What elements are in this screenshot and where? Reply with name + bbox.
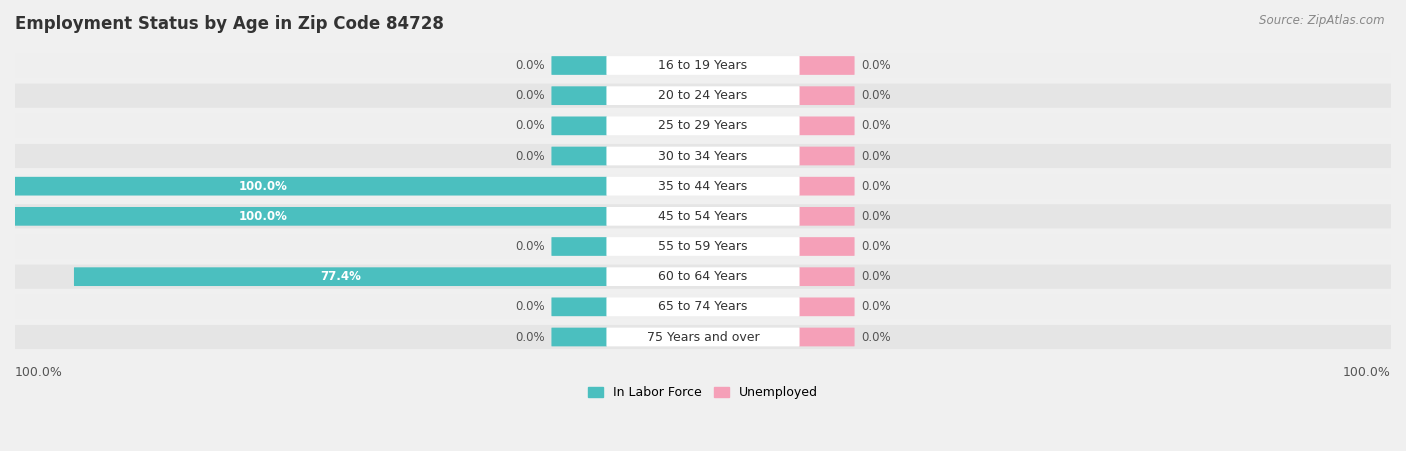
- FancyBboxPatch shape: [15, 295, 1391, 319]
- Text: 100.0%: 100.0%: [15, 366, 63, 379]
- Text: 0.0%: 0.0%: [515, 59, 544, 72]
- FancyBboxPatch shape: [75, 267, 607, 286]
- FancyBboxPatch shape: [15, 235, 1391, 258]
- Text: 30 to 34 Years: 30 to 34 Years: [658, 150, 748, 162]
- FancyBboxPatch shape: [551, 86, 607, 105]
- FancyBboxPatch shape: [15, 265, 1391, 289]
- Text: 0.0%: 0.0%: [515, 300, 544, 313]
- Text: 0.0%: 0.0%: [862, 300, 891, 313]
- Text: 0.0%: 0.0%: [862, 179, 891, 193]
- FancyBboxPatch shape: [606, 298, 800, 316]
- Text: 100.0%: 100.0%: [238, 210, 287, 223]
- Text: 100.0%: 100.0%: [1343, 366, 1391, 379]
- FancyBboxPatch shape: [551, 56, 607, 75]
- Text: 0.0%: 0.0%: [862, 210, 891, 223]
- Text: 0.0%: 0.0%: [862, 270, 891, 283]
- FancyBboxPatch shape: [606, 327, 800, 346]
- Text: 0.0%: 0.0%: [515, 150, 544, 162]
- FancyBboxPatch shape: [606, 116, 800, 135]
- FancyBboxPatch shape: [551, 298, 607, 316]
- FancyBboxPatch shape: [0, 177, 607, 196]
- FancyBboxPatch shape: [606, 86, 800, 105]
- Text: 45 to 54 Years: 45 to 54 Years: [658, 210, 748, 223]
- FancyBboxPatch shape: [606, 56, 800, 75]
- FancyBboxPatch shape: [551, 327, 607, 346]
- FancyBboxPatch shape: [606, 147, 800, 166]
- FancyBboxPatch shape: [799, 267, 855, 286]
- Text: 35 to 44 Years: 35 to 44 Years: [658, 179, 748, 193]
- Text: Employment Status by Age in Zip Code 84728: Employment Status by Age in Zip Code 847…: [15, 15, 444, 33]
- Text: 0.0%: 0.0%: [862, 240, 891, 253]
- FancyBboxPatch shape: [799, 116, 855, 135]
- Text: Source: ZipAtlas.com: Source: ZipAtlas.com: [1260, 14, 1385, 27]
- FancyBboxPatch shape: [799, 177, 855, 196]
- FancyBboxPatch shape: [15, 144, 1391, 168]
- FancyBboxPatch shape: [15, 114, 1391, 138]
- Text: 65 to 74 Years: 65 to 74 Years: [658, 300, 748, 313]
- FancyBboxPatch shape: [15, 54, 1391, 78]
- Text: 75 Years and over: 75 Years and over: [647, 331, 759, 344]
- FancyBboxPatch shape: [799, 86, 855, 105]
- FancyBboxPatch shape: [799, 327, 855, 346]
- FancyBboxPatch shape: [15, 204, 1391, 228]
- FancyBboxPatch shape: [606, 237, 800, 256]
- FancyBboxPatch shape: [15, 174, 1391, 198]
- FancyBboxPatch shape: [606, 267, 800, 286]
- Text: 60 to 64 Years: 60 to 64 Years: [658, 270, 748, 283]
- FancyBboxPatch shape: [15, 325, 1391, 349]
- Text: 25 to 29 Years: 25 to 29 Years: [658, 120, 748, 132]
- FancyBboxPatch shape: [0, 207, 607, 226]
- FancyBboxPatch shape: [15, 83, 1391, 108]
- Text: 0.0%: 0.0%: [862, 89, 891, 102]
- Text: 77.4%: 77.4%: [321, 270, 361, 283]
- FancyBboxPatch shape: [799, 147, 855, 166]
- Legend: In Labor Force, Unemployed: In Labor Force, Unemployed: [583, 381, 823, 404]
- Text: 0.0%: 0.0%: [862, 150, 891, 162]
- FancyBboxPatch shape: [551, 237, 607, 256]
- FancyBboxPatch shape: [551, 147, 607, 166]
- Text: 0.0%: 0.0%: [862, 120, 891, 132]
- Text: 16 to 19 Years: 16 to 19 Years: [658, 59, 748, 72]
- FancyBboxPatch shape: [799, 56, 855, 75]
- Text: 100.0%: 100.0%: [238, 179, 287, 193]
- Text: 0.0%: 0.0%: [862, 331, 891, 344]
- Text: 0.0%: 0.0%: [515, 331, 544, 344]
- FancyBboxPatch shape: [799, 237, 855, 256]
- Text: 55 to 59 Years: 55 to 59 Years: [658, 240, 748, 253]
- FancyBboxPatch shape: [799, 298, 855, 316]
- FancyBboxPatch shape: [606, 177, 800, 196]
- Text: 0.0%: 0.0%: [515, 120, 544, 132]
- FancyBboxPatch shape: [799, 207, 855, 226]
- Text: 20 to 24 Years: 20 to 24 Years: [658, 89, 748, 102]
- FancyBboxPatch shape: [551, 116, 607, 135]
- Text: 0.0%: 0.0%: [515, 240, 544, 253]
- Text: 0.0%: 0.0%: [515, 89, 544, 102]
- Text: 0.0%: 0.0%: [862, 59, 891, 72]
- FancyBboxPatch shape: [606, 207, 800, 226]
